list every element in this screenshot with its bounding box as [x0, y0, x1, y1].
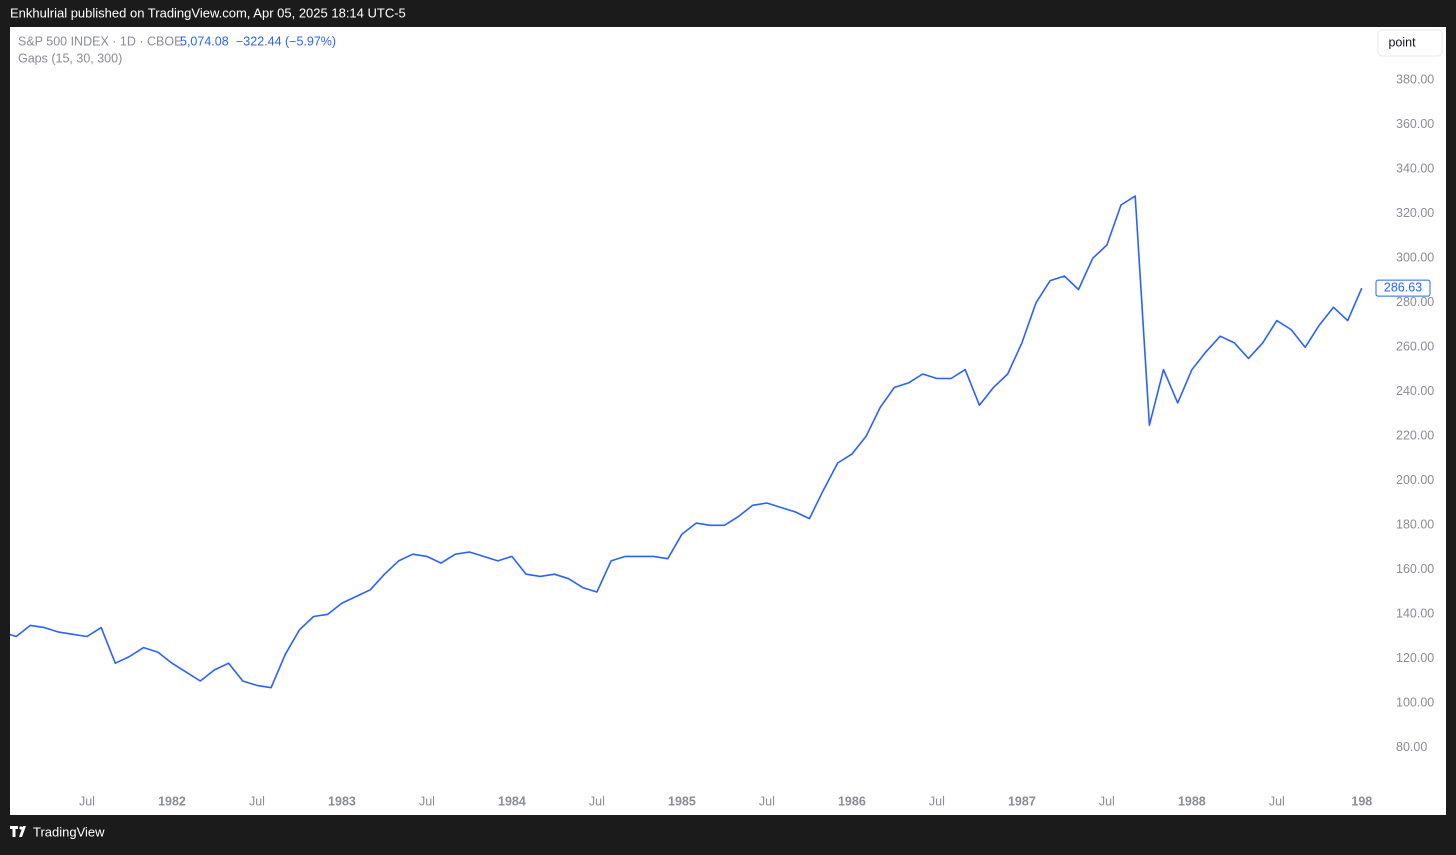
x-tick-label: 1988	[1178, 794, 1206, 808]
x-tick-label: 1983	[328, 794, 356, 808]
x-tick-label: Jul	[419, 794, 435, 808]
y-tick-label: 280.00	[1396, 295, 1434, 309]
y-tick-label: 240.00	[1396, 384, 1434, 398]
brand-name: TradingView	[33, 824, 105, 839]
y-tick-label: 140.00	[1396, 607, 1434, 621]
y-tick-label: 220.00	[1396, 429, 1434, 443]
y-tick-label: 360.00	[1396, 117, 1434, 131]
y-tick-label: 80.00	[1396, 740, 1427, 754]
x-tick-label: Jul	[79, 794, 95, 808]
published-note: Enkhulrial published on TradingView.com,…	[10, 5, 406, 20]
y-tick-label: 260.00	[1396, 340, 1434, 354]
scale-button-label[interactable]: point	[1388, 35, 1416, 49]
x-tick-label: 1986	[838, 794, 866, 808]
price: 5,074.08	[180, 34, 229, 48]
x-tick-label: Jul	[929, 794, 945, 808]
y-tick-label: 120.00	[1396, 651, 1434, 665]
last-price-tag	[1375, 279, 1431, 297]
x-tick-label: 1987	[1008, 794, 1036, 808]
last-price-label: 286.63	[1384, 280, 1422, 294]
y-tick-label: 100.00	[1396, 696, 1434, 710]
y-tick-label: 380.00	[1396, 73, 1434, 87]
symbol-legend: S&P 500 INDEX · 1D · CBOE	[18, 34, 182, 48]
y-tick-label: 200.00	[1396, 473, 1434, 487]
brand-logo	[10, 826, 26, 837]
x-tick-label: Jul	[759, 794, 775, 808]
y-tick-label: 160.00	[1396, 562, 1434, 576]
x-tick-label: Jul	[249, 794, 265, 808]
x-tick-label: Jul	[1269, 794, 1285, 808]
x-tick-label: 1982	[158, 794, 186, 808]
y-tick-label: 300.00	[1396, 251, 1434, 265]
scale-button[interactable]	[1377, 29, 1443, 57]
x-tick-label: Jul	[1099, 794, 1115, 808]
x-tick-label: 1984	[498, 794, 526, 808]
y-tick-label: 320.00	[1396, 206, 1434, 220]
plot-area	[10, 195, 1363, 689]
price-line	[10, 195, 1363, 689]
y-tick-label: 340.00	[1396, 162, 1434, 176]
x-tick-label: 1985	[668, 794, 696, 808]
x-tick-label: Jul	[589, 794, 605, 808]
indicator-label: Gaps (15, 30, 300)	[18, 51, 122, 65]
price-change: −322.44 (−5.97%)	[236, 34, 336, 48]
chart-panel	[10, 27, 1446, 815]
x-tick-label: 198	[1351, 794, 1372, 808]
y-tick-label: 180.00	[1396, 518, 1434, 532]
